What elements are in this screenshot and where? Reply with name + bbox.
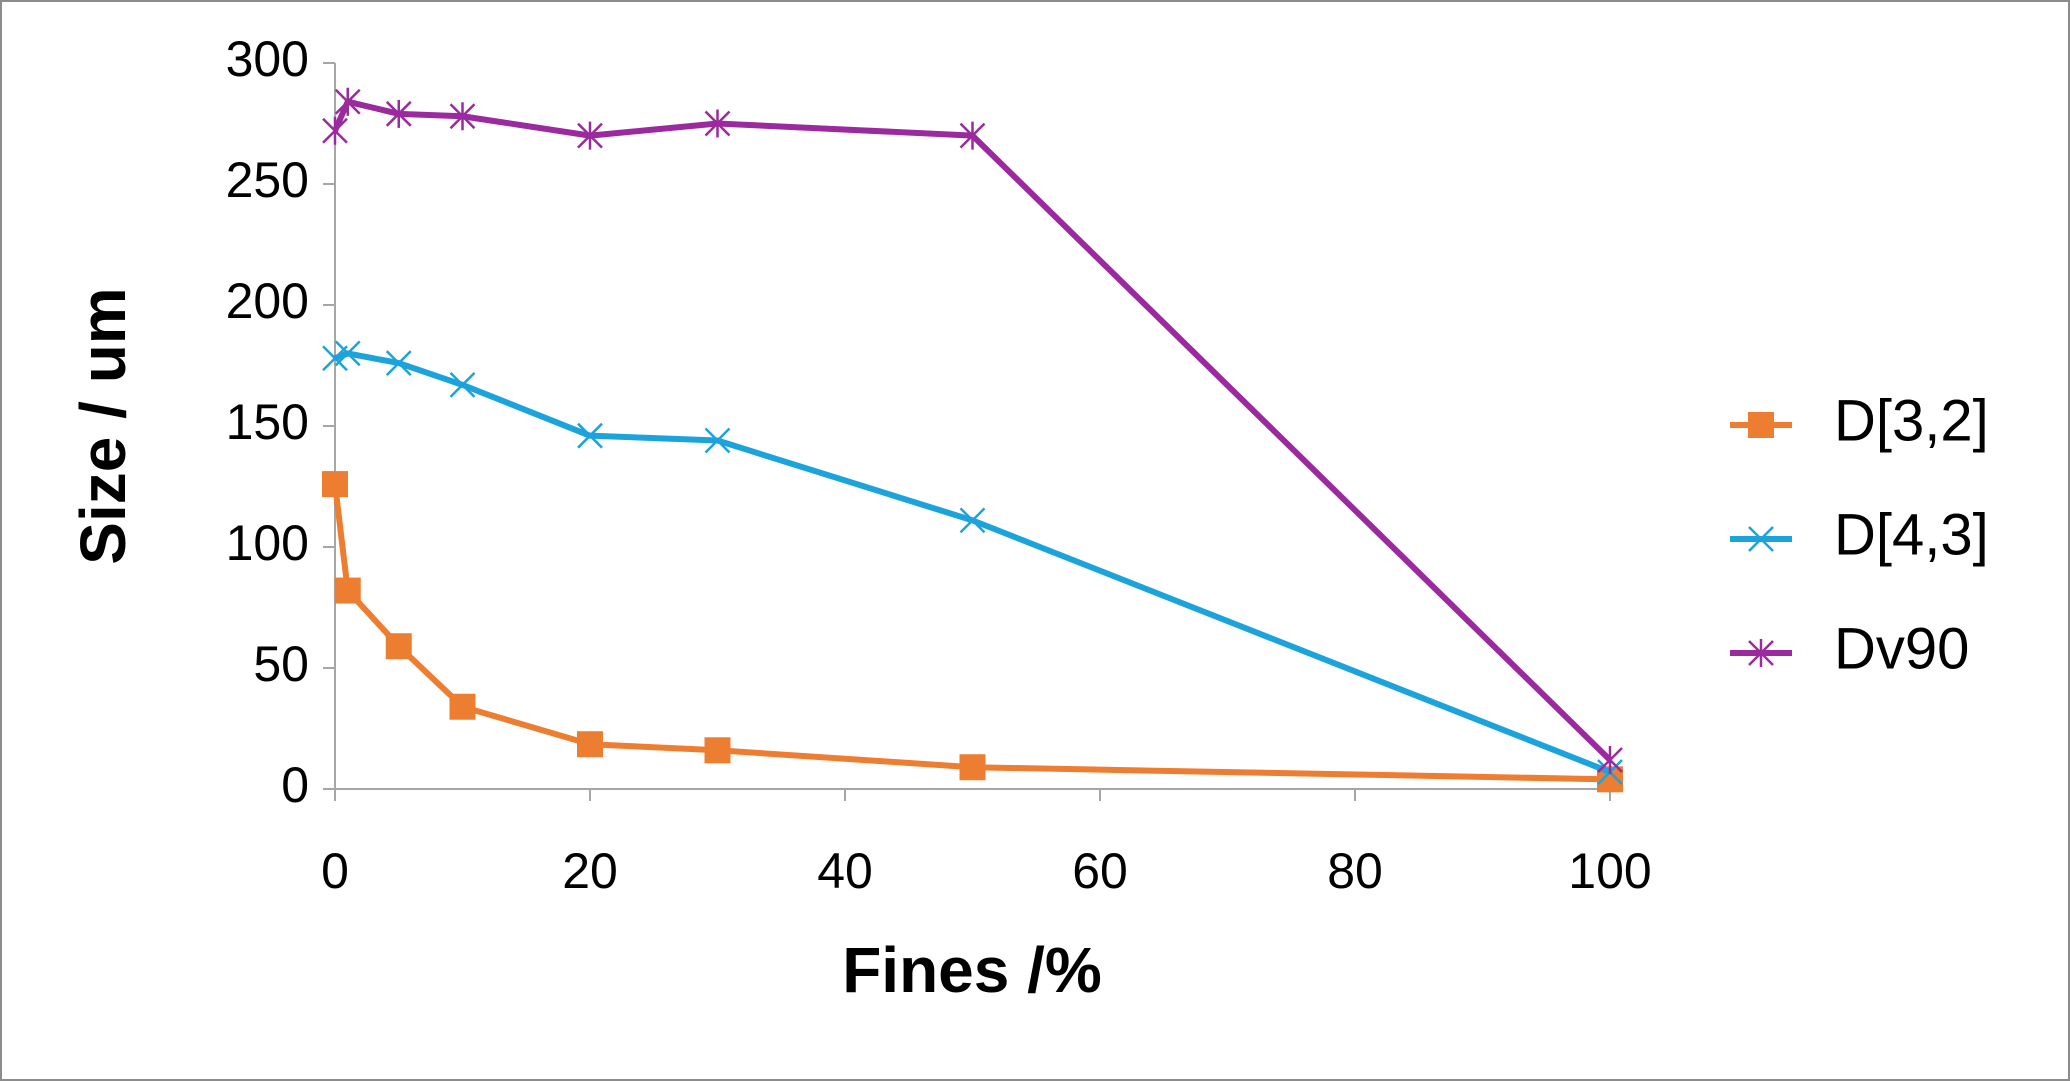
y-tick-label: 300 [226, 31, 309, 87]
y-tick-label: 0 [281, 757, 309, 813]
marker [385, 99, 412, 128]
marker [704, 109, 731, 138]
y-tick-label: 100 [226, 515, 309, 571]
series-line [332, 98, 1613, 763]
y-axis-title: Size / um [67, 287, 139, 564]
marker [449, 371, 476, 398]
y-tick-label: 250 [226, 152, 309, 208]
marker [577, 121, 603, 150]
marker [704, 737, 731, 764]
x-tick-label: 0 [321, 843, 349, 899]
marker [1597, 745, 1623, 774]
marker [577, 731, 603, 758]
marker [322, 116, 348, 145]
x-axis-title: Fines /% [842, 934, 1102, 1006]
legend-marker [1748, 639, 1774, 667]
marker [334, 577, 361, 604]
x-tick-label: 80 [1327, 843, 1383, 899]
y-tick-label: 50 [253, 636, 309, 692]
x-tick-label: 60 [1072, 843, 1128, 899]
legend-marker [1748, 412, 1774, 438]
y-tick-label: 200 [226, 273, 309, 329]
legend-label: D[3,2] [1834, 388, 1989, 453]
marker [449, 102, 476, 131]
series-line [333, 350, 1612, 775]
x-tick-label: 40 [817, 843, 873, 899]
marker [577, 422, 603, 449]
x-tick-label: 20 [562, 843, 618, 899]
y-tick-label: 150 [226, 394, 309, 450]
marker [322, 471, 348, 498]
marker [334, 87, 361, 116]
marker [704, 427, 731, 454]
marker [334, 340, 361, 367]
marker [959, 507, 986, 534]
legend-label: D[4,3] [1834, 502, 1989, 567]
legend: D[3,2] D[4,3] Dv90 [1730, 388, 1989, 681]
legend-marker [1748, 526, 1774, 552]
x-tick-label: 100 [1568, 843, 1651, 899]
legend-label: Dv90 [1834, 616, 1969, 681]
marker [959, 121, 986, 150]
marker [959, 754, 986, 781]
marker [385, 350, 412, 376]
marker [449, 693, 476, 720]
marker [385, 633, 412, 660]
